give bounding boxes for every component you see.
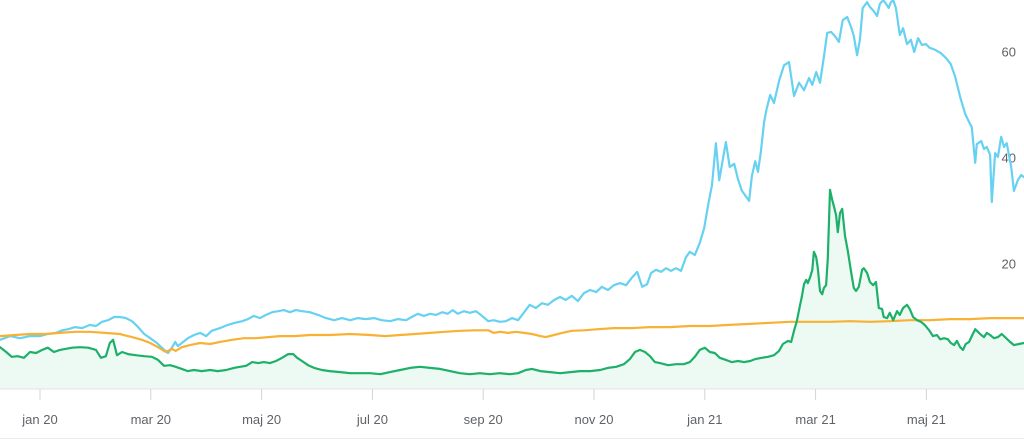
x-axis-label: mar 20 [131, 412, 171, 427]
x-axis-label: jan 21 [686, 412, 722, 427]
series-orange-line [0, 317, 1024, 354]
x-axis-label: nov 20 [574, 412, 613, 427]
x-axis-label: jul 20 [356, 412, 388, 427]
x-axis-label: mar 21 [795, 412, 835, 427]
x-axis-label: maj 20 [242, 412, 281, 427]
y-axis-label: 20 [1002, 257, 1016, 272]
series-green-area [0, 189, 1024, 389]
series-green-line [0, 188, 1024, 376]
y-axis-label: 60 [1002, 45, 1016, 60]
x-axis-label: maj 21 [907, 412, 946, 427]
x-axis-label: sep 20 [464, 412, 503, 427]
x-axis-label: jan 20 [21, 412, 57, 427]
series-blue-line [0, 0, 1024, 355]
